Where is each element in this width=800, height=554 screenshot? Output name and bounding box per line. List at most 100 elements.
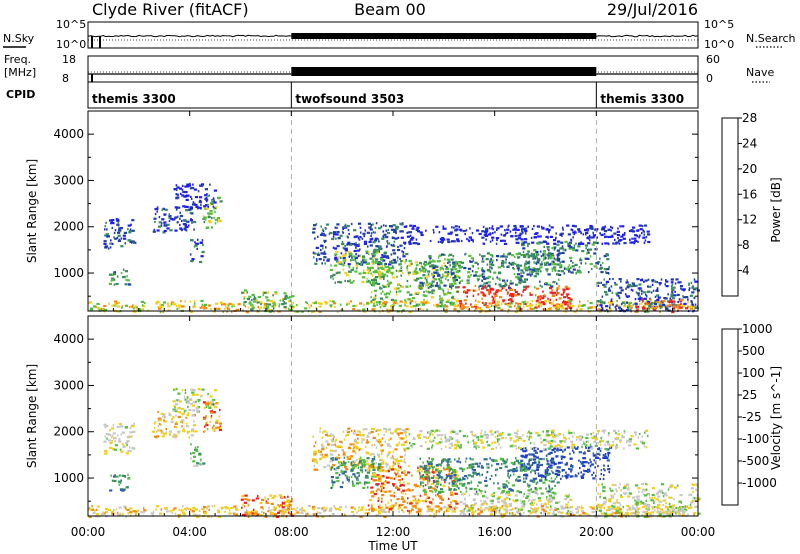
range-cell bbox=[587, 242, 591, 245]
range-cell bbox=[495, 237, 500, 240]
range-cell bbox=[184, 391, 187, 394]
range-cell bbox=[343, 470, 347, 473]
range-cell bbox=[475, 229, 480, 232]
range-cell bbox=[459, 482, 463, 485]
range-cell bbox=[454, 278, 458, 282]
range-cell bbox=[109, 242, 113, 245]
range-cell bbox=[350, 461, 353, 464]
range-cell bbox=[551, 491, 555, 494]
range-cell bbox=[491, 464, 493, 467]
range-cell bbox=[610, 229, 613, 232]
range-cell bbox=[601, 295, 604, 298]
range-cell bbox=[465, 302, 467, 305]
range-cell bbox=[589, 255, 592, 258]
range-cell bbox=[565, 446, 567, 449]
range-cell bbox=[358, 461, 361, 464]
range-cell bbox=[181, 188, 184, 191]
range-cell bbox=[173, 303, 177, 306]
range-cell bbox=[354, 460, 356, 463]
range-cell bbox=[366, 486, 369, 489]
range-cell bbox=[687, 305, 689, 308]
range-cell bbox=[183, 410, 186, 413]
range-cell bbox=[454, 492, 458, 495]
range-cell bbox=[363, 310, 367, 313]
range-cell bbox=[93, 305, 97, 308]
range-cell bbox=[344, 271, 348, 275]
range-cell bbox=[564, 303, 568, 306]
range-cell bbox=[541, 474, 545, 477]
range-cell bbox=[551, 487, 554, 490]
range-cell bbox=[382, 460, 385, 463]
range-cell bbox=[446, 274, 449, 277]
range-cell bbox=[435, 505, 437, 508]
range-cell bbox=[515, 253, 519, 256]
range-cell bbox=[172, 218, 176, 221]
range-cell bbox=[348, 255, 351, 258]
range-cell bbox=[191, 428, 195, 431]
range-cell bbox=[603, 285, 607, 288]
range-cell bbox=[485, 305, 489, 308]
range-cell bbox=[519, 225, 524, 228]
range-cell bbox=[355, 253, 357, 256]
range-cell bbox=[161, 430, 164, 433]
range-cell bbox=[360, 263, 362, 266]
range-cell bbox=[511, 484, 515, 487]
range-cell bbox=[606, 459, 610, 462]
range-cell bbox=[220, 303, 223, 306]
range-cell bbox=[325, 302, 329, 305]
range-cell bbox=[424, 484, 427, 487]
range-cell bbox=[405, 252, 409, 256]
range-cell bbox=[532, 508, 534, 511]
range-cell bbox=[500, 233, 503, 236]
range-cell bbox=[177, 432, 180, 435]
range-cell bbox=[383, 305, 387, 308]
range-cell bbox=[359, 456, 362, 459]
range-cell bbox=[122, 474, 127, 478]
range-cell bbox=[386, 453, 390, 456]
range-cell bbox=[587, 470, 589, 473]
range-cell bbox=[369, 453, 372, 456]
range-cell bbox=[677, 304, 681, 307]
range-cell bbox=[189, 182, 191, 185]
range-cell bbox=[153, 228, 156, 231]
range-cell bbox=[551, 269, 554, 272]
range-cell bbox=[573, 431, 576, 434]
range-cell bbox=[388, 263, 392, 266]
range-cell bbox=[385, 236, 389, 239]
range-cell bbox=[442, 225, 445, 228]
range-cell bbox=[532, 462, 536, 465]
range-cell bbox=[423, 260, 428, 264]
range-cell bbox=[509, 512, 511, 515]
range-cell bbox=[439, 269, 442, 272]
range-cell bbox=[373, 493, 377, 496]
range-cell bbox=[133, 306, 137, 309]
range-cell bbox=[406, 509, 409, 512]
range-cell bbox=[608, 301, 610, 304]
range-cell bbox=[533, 256, 535, 259]
range-cell bbox=[690, 300, 693, 303]
range-cell bbox=[465, 487, 468, 490]
range-cell bbox=[371, 284, 376, 287]
range-cell bbox=[628, 301, 632, 305]
range-cell bbox=[392, 276, 396, 279]
range-cell bbox=[559, 448, 563, 451]
range-cell bbox=[271, 305, 275, 308]
range-cell bbox=[345, 468, 349, 471]
range-cell bbox=[411, 297, 416, 300]
range-cell bbox=[205, 198, 207, 201]
range-cell bbox=[509, 288, 513, 292]
range-cell bbox=[210, 415, 213, 418]
range-cell bbox=[334, 440, 337, 443]
range-cell bbox=[627, 304, 629, 307]
range-cell bbox=[336, 226, 338, 229]
range-cell bbox=[422, 301, 425, 305]
range-cell bbox=[522, 300, 526, 304]
range-cell bbox=[620, 303, 623, 306]
range-cell bbox=[578, 230, 582, 233]
range-cell bbox=[496, 438, 500, 441]
range-cell bbox=[116, 434, 119, 437]
range-cell bbox=[435, 480, 439, 483]
range-cell bbox=[604, 447, 608, 451]
range-cell bbox=[401, 496, 403, 499]
range-cell bbox=[531, 469, 535, 472]
